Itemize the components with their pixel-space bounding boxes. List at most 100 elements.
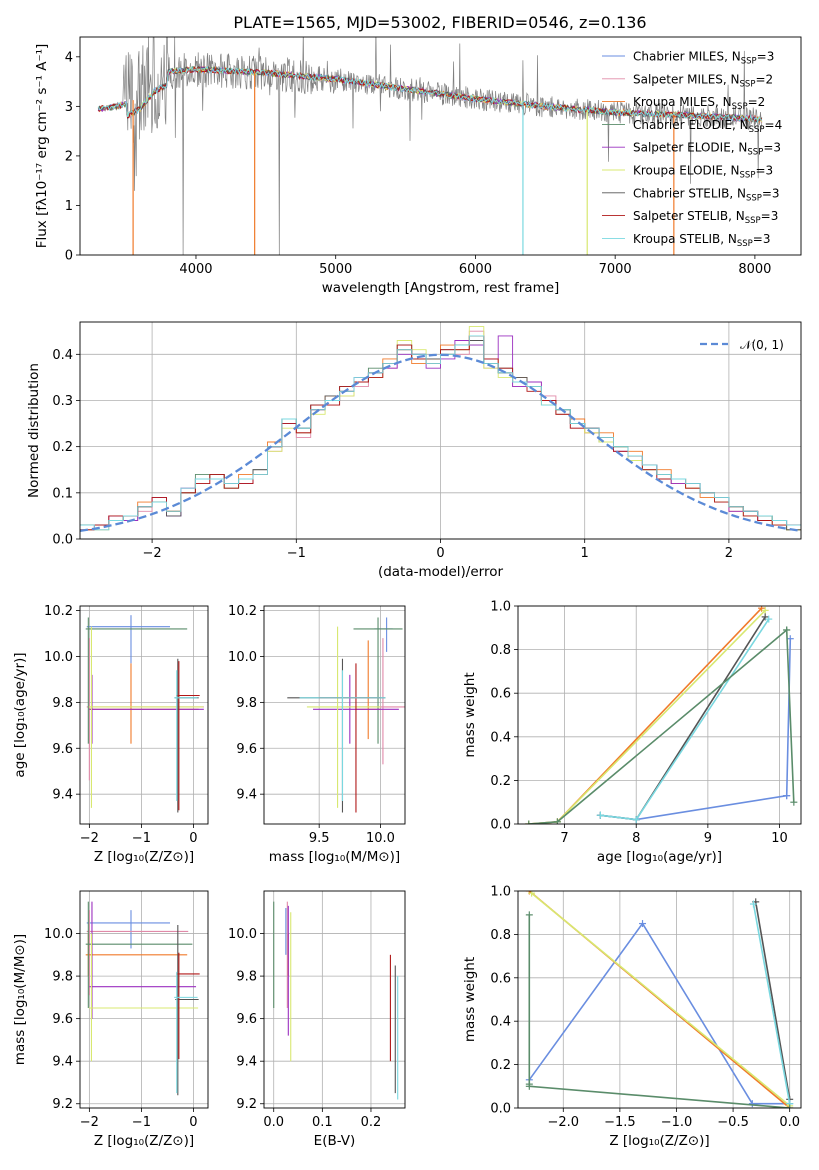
axes-frame xyxy=(79,321,802,540)
axes-frame xyxy=(263,890,406,1109)
legend-text: Chabrier MILES, N xyxy=(633,50,741,64)
y-tick-label: 1 xyxy=(65,199,73,214)
y-tick-label: 0.8 xyxy=(490,643,511,658)
normal-curve xyxy=(80,353,801,533)
legend-sub: SSP xyxy=(749,125,765,135)
plot-area xyxy=(97,37,763,255)
y-tick-label: 9.6 xyxy=(52,742,73,757)
plot-area xyxy=(525,891,794,1108)
legend-label: Chabrier STELIB, NSSP=3 xyxy=(633,186,780,203)
legend-label: Kroupa ELODIE, NSSP=3 xyxy=(633,164,773,181)
legend-sub: SSP xyxy=(747,148,763,158)
x-tick-label: 5000 xyxy=(319,262,352,277)
x-tick-label: 0.0 xyxy=(263,1115,284,1130)
legend-label: Salpeter ELODIE, NSSP=3 xyxy=(633,141,781,158)
plot-area xyxy=(80,326,801,533)
y-axis-label: mass [log₁₀(M/M⊙)] xyxy=(12,934,28,1065)
legend-suffix: =3 xyxy=(757,50,775,64)
weight-line-kroupa_stelib xyxy=(752,903,791,1104)
y-tick-label: 9.2 xyxy=(236,1097,257,1112)
x-tick-label: −2 xyxy=(80,831,99,846)
y-tick-label: 0.4 xyxy=(52,348,73,363)
x-axis-label: (data-model)/error xyxy=(378,564,504,580)
x-tick-label: −1 xyxy=(132,1115,151,1130)
legend-suffix: =3 xyxy=(763,141,781,155)
x-tick-label: −1.5 xyxy=(604,1115,636,1130)
axes-frame xyxy=(79,36,802,256)
x-tick-label: −0.5 xyxy=(717,1115,749,1130)
x-axis-label: mass [log₁₀(M/M⊙)] xyxy=(269,849,400,865)
x-tick-label: 10.0 xyxy=(366,831,395,846)
x-axis-label: Z [log₁₀(Z/Z⊙)] xyxy=(609,1133,709,1149)
legend-text: Salpeter MILES, N xyxy=(633,72,740,86)
y-tick-label: 0.2 xyxy=(490,1058,511,1073)
x-axis-label: age [log₁₀(age/yr)] xyxy=(597,849,722,865)
legend-text: Salpeter STELIB, N xyxy=(633,209,745,223)
weight-line-kroupa_elodie xyxy=(531,892,791,1107)
x-tick-label: 7 xyxy=(560,831,568,846)
y-tick-label: 9.4 xyxy=(52,1055,73,1070)
x-tick-label: 0 xyxy=(189,1115,197,1130)
x-axis-label: E(B-V) xyxy=(314,1133,356,1149)
y-tick-label: 0.2 xyxy=(52,440,73,455)
legend-text: Kroupa ELODIE, N xyxy=(633,164,740,178)
y-tick-label: 0.8 xyxy=(490,928,511,943)
legend-label: Kroupa MILES, NSSP=2 xyxy=(633,95,765,112)
plot-area xyxy=(525,606,798,824)
legend-suffix: =2 xyxy=(755,72,773,86)
y-axis-label: age [log₁₀(age/yr)] xyxy=(12,652,28,777)
weight-line-chabrier_miles xyxy=(528,922,790,1105)
legend-sub: SSP xyxy=(746,193,762,203)
x-tick-label: 9.5 xyxy=(309,831,330,846)
legend-suffix: =3 xyxy=(761,209,779,223)
x-axis-label: wavelength [Angstrom, rest frame] xyxy=(322,280,560,296)
legend-suffix: =3 xyxy=(762,186,780,200)
plot-area xyxy=(85,615,204,813)
weight-line-chabrier_stelib xyxy=(754,901,791,1100)
x-tick-label: −1 xyxy=(132,831,151,846)
y-tick-label: 0.1 xyxy=(52,486,73,501)
y-tick-label: 9.6 xyxy=(236,742,257,757)
axes-frame xyxy=(517,890,802,1109)
y-tick-label: 10.0 xyxy=(44,650,73,665)
x-tick-label: 10 xyxy=(771,831,788,846)
legend-sub: SSP xyxy=(740,79,756,89)
x-tick-label: 2 xyxy=(725,546,733,561)
x-axis-label: Z [log₁₀(Z/Z⊙)] xyxy=(94,1133,194,1149)
y-tick-label: 0.6 xyxy=(490,687,511,702)
x-tick-label: 8000 xyxy=(738,262,771,277)
y-tick-label: 0.0 xyxy=(52,533,73,548)
weight-line-chabrier_elodie xyxy=(528,914,790,1108)
axes-frame xyxy=(79,605,209,825)
axes-frame xyxy=(79,890,209,1109)
plot-area xyxy=(85,901,200,1096)
plot-area xyxy=(287,617,405,813)
x-tick-label: −1.0 xyxy=(661,1115,693,1130)
legend-label: Chabrier MILES, NSSP=3 xyxy=(633,50,774,67)
x-tick-label: 7000 xyxy=(599,262,632,277)
x-tick-label: 0 xyxy=(436,546,444,561)
x-tick-label: −2 xyxy=(143,546,162,561)
y-axis-label: Flux [fλ10⁻¹⁷ erg cm⁻² s⁻¹ A⁻¹] xyxy=(34,44,50,249)
y-tick-label: 9.8 xyxy=(52,696,73,711)
y-tick-label: 2 xyxy=(65,149,73,164)
y-axis-label: Normed distribution xyxy=(26,363,42,498)
legend-label: 𝒩(0, 1) xyxy=(740,338,784,352)
y-tick-label: 9.2 xyxy=(52,1097,73,1112)
model-spectrum-kroupa_stelib xyxy=(97,66,763,124)
y-tick-label: 0.4 xyxy=(490,730,511,745)
y-tick-label: 0.2 xyxy=(490,774,511,789)
panel-mass_vs_Z: −2 −1 0 9.2 9.4 9.6 9.8 10.0 Z [log₁₀(Z/Z⊙)] mass… xyxy=(12,890,209,1149)
weight-line-chabrier_stelib xyxy=(600,616,766,821)
legend-label: Salpeter MILES, NSSP=2 xyxy=(633,72,773,89)
panel-weight_vs_Z: −2.0 −1.5 −1.0 −0.5 0.0 0.0 0.2 0.4 0.6 0.8 1.0 Z [… xyxy=(462,885,802,1149)
histogram-kroupa_stelib xyxy=(80,335,801,531)
y-tick-label: 9.6 xyxy=(52,1012,73,1027)
y-tick-label: 1.0 xyxy=(490,600,511,615)
legend-suffix: =3 xyxy=(753,232,771,246)
y-tick-label: 9.4 xyxy=(52,788,73,803)
legend-suffix: =3 xyxy=(755,164,773,178)
x-tick-label: 8 xyxy=(632,831,640,846)
axes-frame xyxy=(263,605,406,825)
